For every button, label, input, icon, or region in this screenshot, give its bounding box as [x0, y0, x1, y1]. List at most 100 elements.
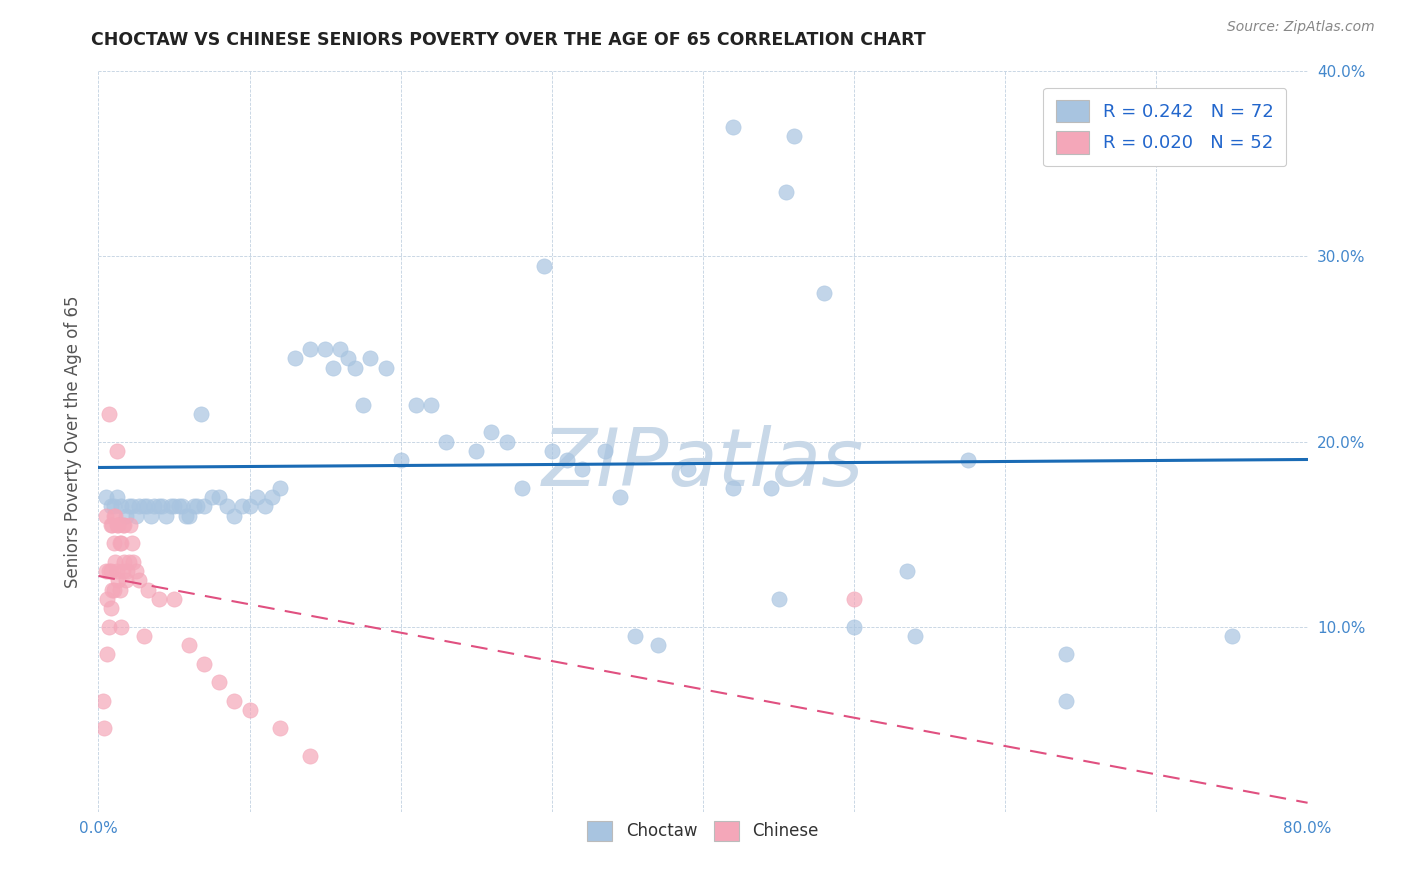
Point [1054, 648, 1077, 662]
Point [193, 500, 215, 514]
Point [208, 675, 231, 690]
Point [661, 27, 683, 41]
Point [246, 490, 269, 504]
Point [105, 443, 128, 458]
Point [329, 342, 352, 356]
Point [179, 638, 201, 652]
Point [108, 536, 131, 550]
Point [100, 601, 122, 615]
Point [118, 555, 141, 569]
Point [114, 574, 136, 588]
Point [783, 129, 806, 144]
Point [104, 508, 127, 523]
Point [100, 500, 122, 514]
Point [299, 749, 322, 764]
Point [231, 500, 253, 514]
Point [110, 536, 132, 550]
Point [94, 564, 117, 578]
Point [132, 500, 155, 514]
Point [141, 508, 163, 523]
Point [269, 722, 291, 736]
Point [374, 360, 396, 375]
Point [111, 517, 134, 532]
Point [170, 500, 193, 514]
Point [112, 555, 135, 569]
Point [844, 619, 866, 633]
Point [135, 500, 157, 514]
Point [360, 351, 382, 366]
Point [115, 564, 138, 578]
Point [110, 619, 132, 633]
Point [122, 555, 145, 569]
Point [96, 591, 118, 606]
Point [609, 490, 631, 504]
Point [114, 508, 136, 523]
Point [143, 500, 166, 514]
Point [465, 443, 488, 458]
Point [215, 500, 238, 514]
Point [322, 360, 344, 375]
Point [768, 591, 790, 606]
Point [148, 500, 170, 514]
Point [118, 500, 141, 514]
Point [481, 425, 503, 440]
Point [101, 517, 124, 532]
Point [163, 591, 186, 606]
Point [844, 591, 866, 606]
Point [571, 462, 593, 476]
Point [108, 582, 131, 597]
Point [174, 508, 197, 523]
Point [510, 481, 533, 495]
Point [239, 500, 262, 514]
Point [155, 508, 177, 523]
Point [100, 517, 122, 532]
Point [105, 490, 128, 504]
Point [93, 722, 115, 736]
Point [120, 517, 142, 532]
Point [94, 508, 117, 523]
Point [163, 500, 186, 514]
Point [190, 407, 212, 421]
Point [98, 619, 121, 633]
Point [121, 536, 143, 550]
Point [132, 629, 155, 643]
Point [1054, 694, 1077, 708]
Point [434, 434, 457, 449]
Point [105, 564, 128, 578]
Point [956, 453, 979, 467]
Point [98, 407, 121, 421]
Text: CHOCTAW VS CHINESE SENIORS POVERTY OVER THE AGE OF 65 CORRELATION CHART: CHOCTAW VS CHINESE SENIORS POVERTY OVER … [91, 31, 927, 49]
Point [125, 564, 148, 578]
Point [121, 500, 143, 514]
Point [352, 398, 374, 412]
Point [253, 500, 276, 514]
Point [314, 342, 336, 356]
Text: ZIPatlas: ZIPatlas [541, 425, 865, 503]
Point [111, 564, 134, 578]
Point [136, 582, 159, 597]
Point [336, 351, 359, 366]
Point [269, 481, 291, 495]
Point [262, 490, 284, 504]
Point [723, 120, 745, 134]
Point [284, 351, 307, 366]
Point [1220, 629, 1243, 643]
Point [593, 443, 616, 458]
Point [96, 648, 118, 662]
Point [107, 574, 129, 588]
Point [299, 342, 322, 356]
Point [128, 574, 150, 588]
Point [104, 555, 127, 569]
Point [107, 517, 129, 532]
Point [160, 500, 183, 514]
Point [125, 508, 148, 523]
Point [112, 517, 135, 532]
Point [676, 462, 699, 476]
Point [495, 434, 517, 449]
Point [193, 657, 215, 671]
Point [201, 490, 224, 504]
Legend: Choctaw, Chinese: Choctaw, Chinese [581, 814, 825, 847]
Point [420, 398, 443, 412]
Point [186, 500, 208, 514]
Point [759, 481, 782, 495]
